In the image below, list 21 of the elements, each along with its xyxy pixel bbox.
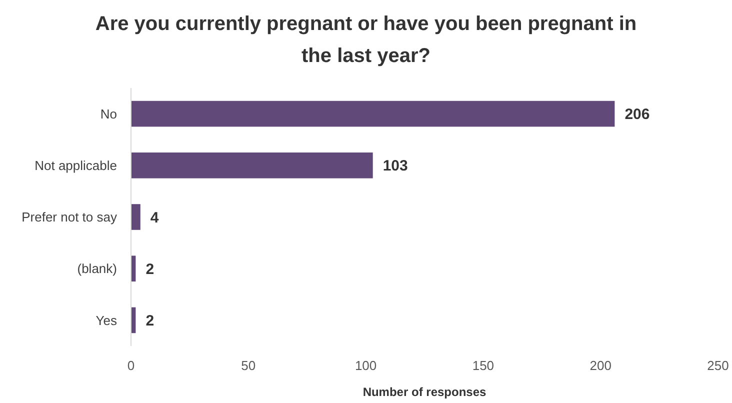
chart-title: Are you currently pregnant or have you been pregnant in the last year? (95, 13, 637, 67)
data-label: 103 (382, 158, 408, 175)
x-tick-label: 50 (241, 358, 256, 373)
x-tick-label: 250 (707, 358, 729, 373)
x-axis-title: Number of responses (362, 385, 486, 399)
data-label: 2 (146, 312, 154, 330)
y-tick-label: Prefer not to say (22, 210, 118, 225)
data-label: 2 (146, 260, 154, 278)
x-tick-label: 0 (127, 358, 135, 373)
bar (131, 204, 140, 230)
y-tick-label: No (100, 106, 117, 122)
x-tick-label: 200 (590, 358, 612, 373)
x-tick-label: 150 (472, 358, 494, 373)
data-label: 4 (150, 209, 160, 226)
y-tick-label: (blank) (77, 261, 117, 276)
y-tick-label: Not applicable (34, 158, 117, 173)
x-tick-label: 100 (354, 358, 377, 373)
data-label: 206 (624, 106, 650, 124)
bar (131, 152, 373, 178)
bar (131, 100, 615, 127)
y-tick-label: Yes (96, 312, 118, 328)
